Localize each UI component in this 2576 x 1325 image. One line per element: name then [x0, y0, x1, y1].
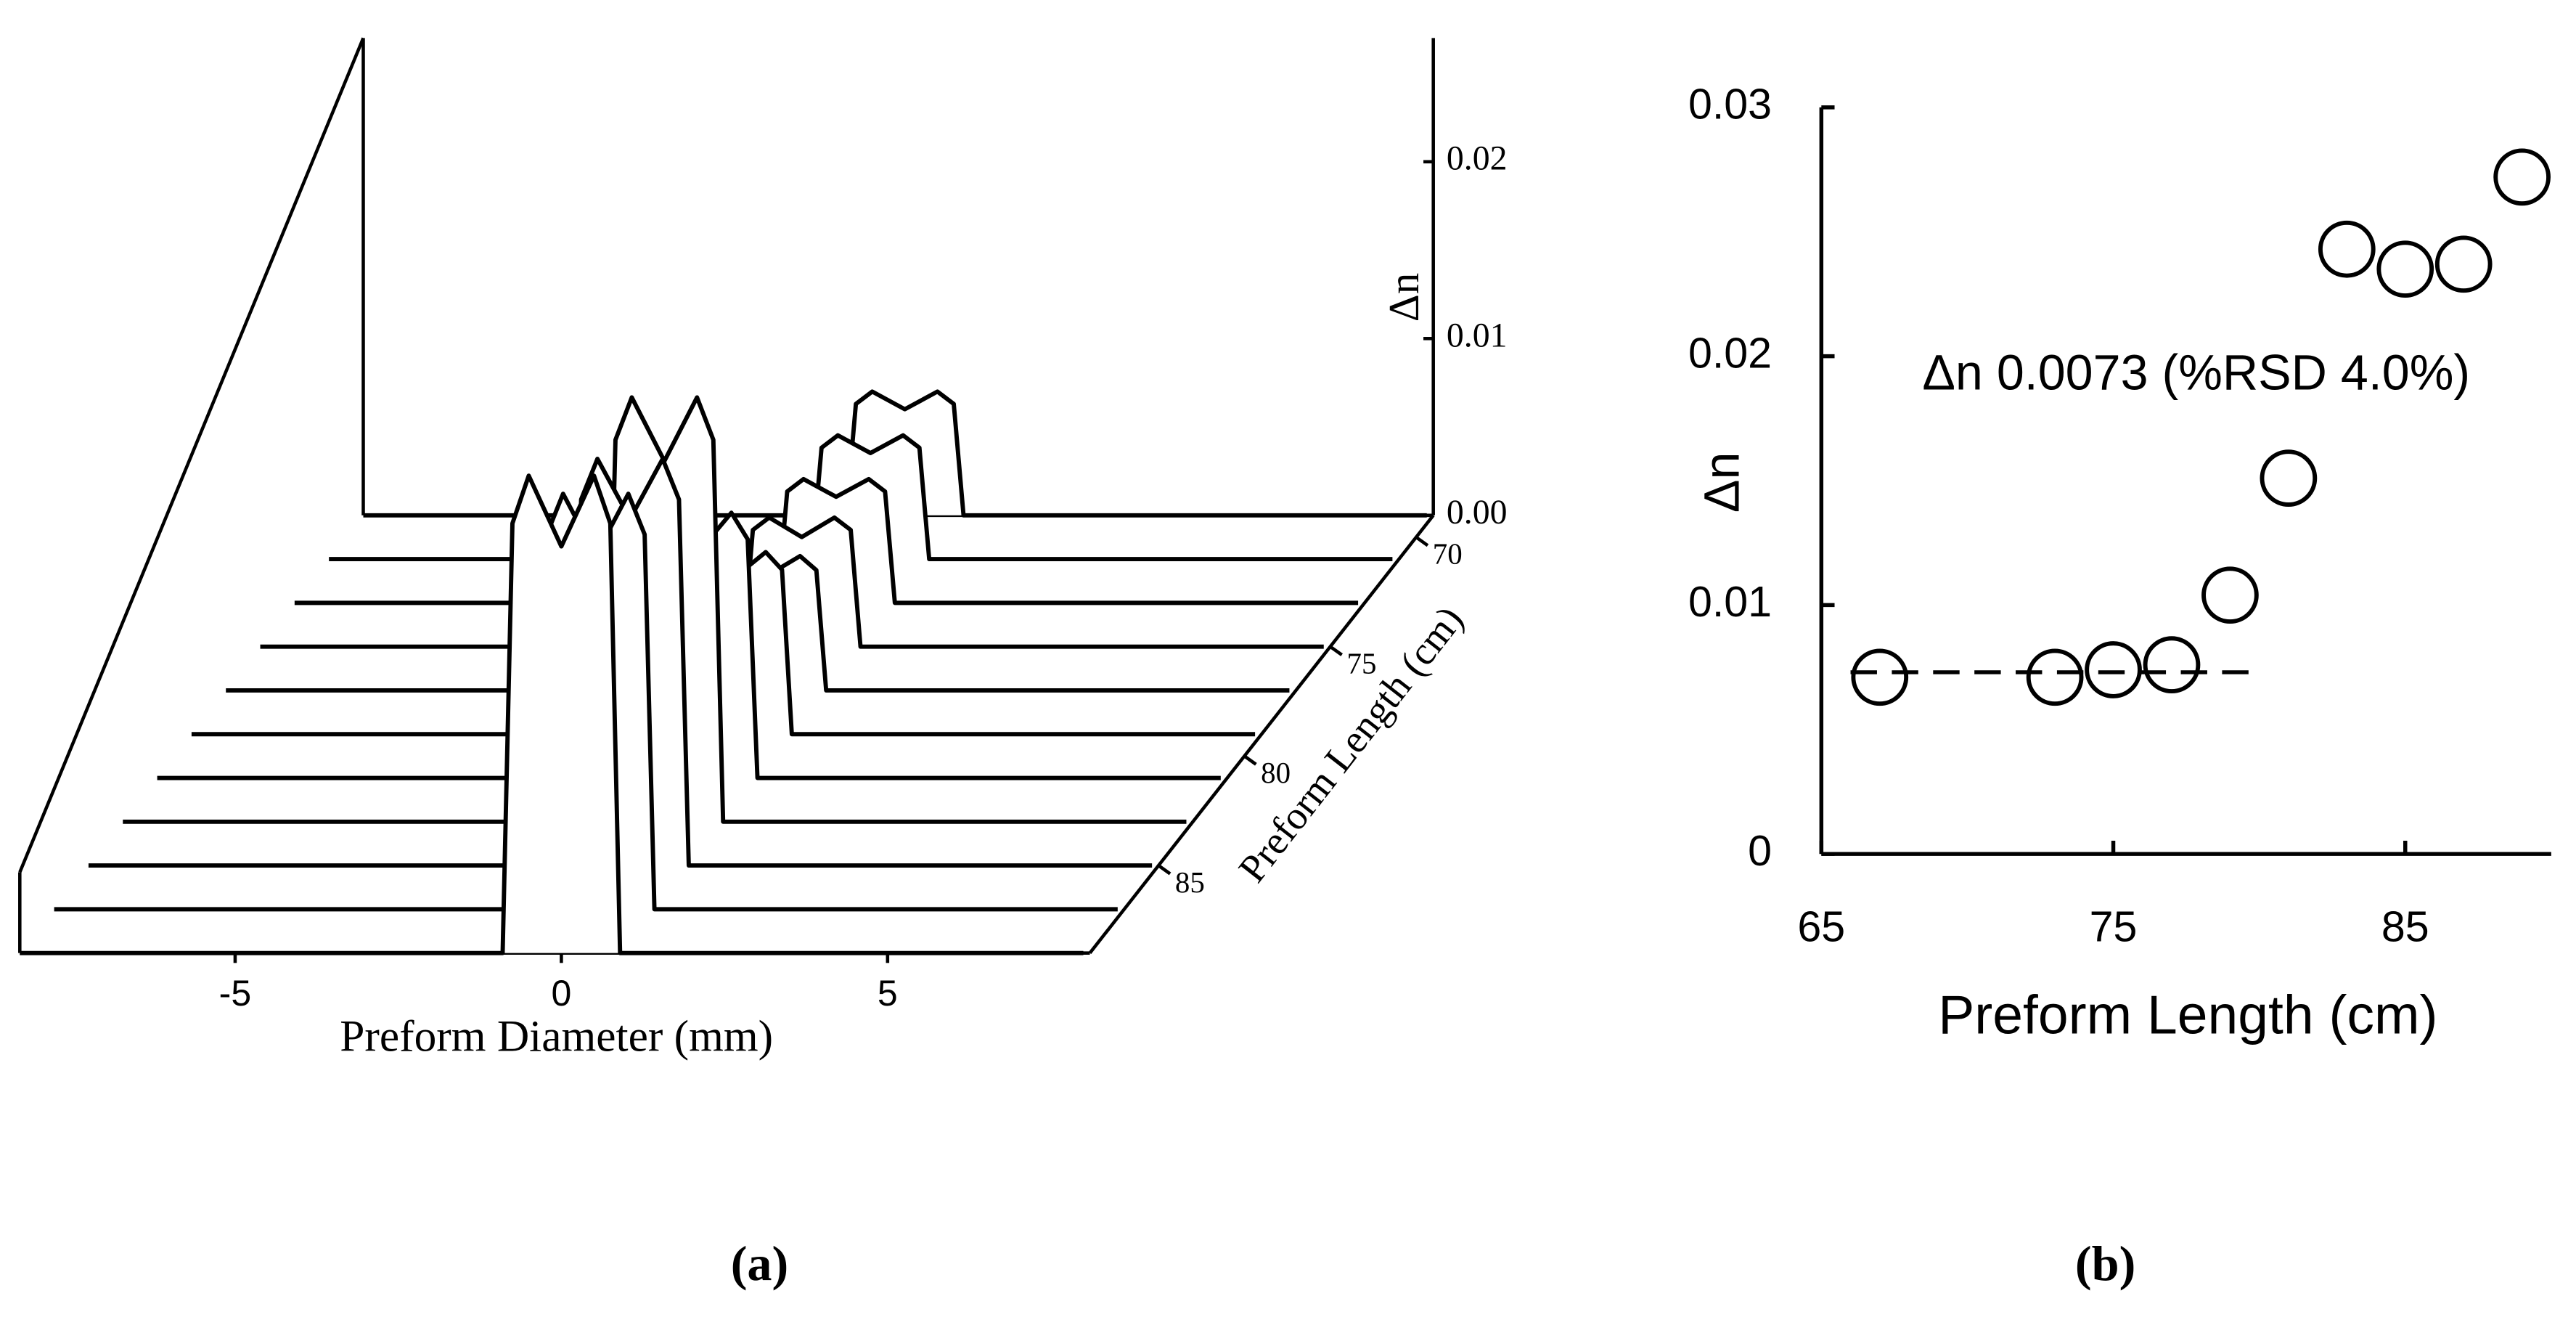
y-tick-label: 0.03: [1688, 79, 1772, 128]
x-tick-label: 5: [878, 973, 898, 1014]
data-point: [2085, 641, 2142, 698]
annotation: Δn 0.0073 (%RSD 4.0%): [1922, 346, 2470, 401]
y-tick-label: 0.02: [1447, 139, 1508, 178]
data-point: [2376, 240, 2434, 298]
data-point: [2318, 220, 2376, 278]
y-tick-label: 0.02: [1688, 328, 1772, 377]
y-axis-label: Δn: [1694, 452, 1749, 513]
axis-line: [18, 37, 365, 873]
z-tick: [1329, 645, 1343, 656]
z-tick-label: 80: [1261, 757, 1291, 789]
data-point: [2143, 636, 2201, 694]
y-tick-label: 0.00: [1447, 493, 1508, 531]
data-point: [2026, 648, 2084, 706]
z-tick: [1157, 864, 1172, 876]
x-axis-label: Preform Length (cm): [1938, 984, 2437, 1045]
data-point: [2434, 235, 2493, 293]
caption: (a): [731, 1236, 789, 1291]
x-tick-label: 85: [2381, 902, 2429, 950]
y-tick-label: 0: [1748, 826, 1772, 875]
data-point: [2201, 566, 2259, 624]
z-tick-label: 75: [1346, 647, 1376, 680]
axis-line: [1088, 514, 1435, 955]
x-tick-label: -5: [219, 973, 251, 1014]
x-axis-label: Preform Diameter (mm): [340, 1011, 773, 1061]
z-tick-label: 70: [1433, 538, 1463, 571]
x-tick-label: 65: [1797, 902, 1845, 950]
profile-line: [20, 473, 1084, 955]
y-tick-label: 0.01: [1688, 577, 1772, 626]
z-tick: [1415, 536, 1429, 547]
data-point: [2260, 449, 2318, 507]
caption: (b): [2075, 1236, 2135, 1291]
x-tick-label: 75: [2090, 902, 2138, 950]
z-tick-label: 85: [1175, 866, 1205, 899]
z-tick: [1243, 754, 1257, 766]
x-tick-label: 0: [551, 973, 571, 1014]
y-axis-label: Δn: [1380, 273, 1428, 322]
y-tick-label: 0.01: [1447, 316, 1508, 354]
data-point: [2493, 148, 2551, 206]
z-axis-label: Preform Length (cm): [1230, 598, 1472, 890]
data-point: [1851, 648, 1909, 706]
